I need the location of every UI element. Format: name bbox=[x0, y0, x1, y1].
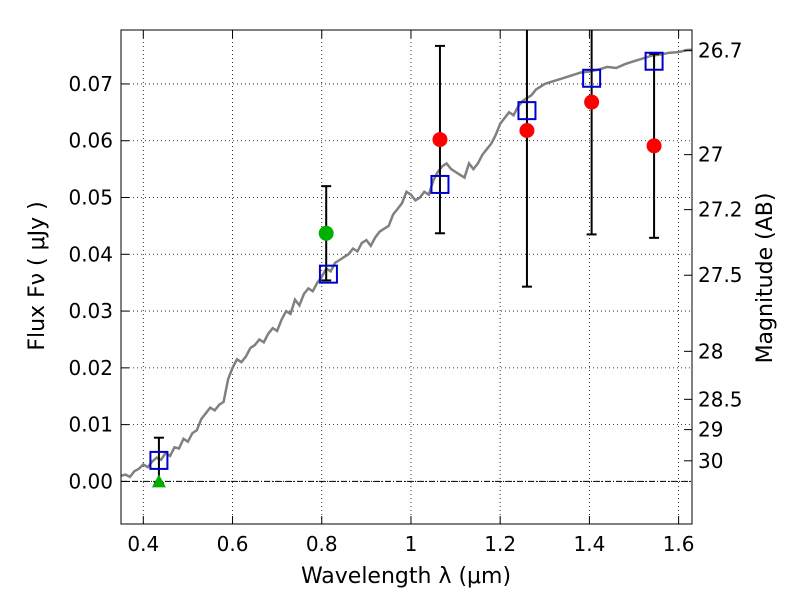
model-band-square bbox=[430, 174, 450, 194]
y-tick-label: 0.03 bbox=[68, 299, 113, 323]
x-tick-label: 0.6 bbox=[217, 532, 249, 556]
x-tick-label: 1 bbox=[405, 532, 418, 556]
right-axis-ticks: 26.7 27 27.2 27.5 28 28.5 29 30 bbox=[684, 39, 743, 473]
x-tick-label: 0.8 bbox=[306, 532, 338, 556]
y-tick-label: 0.01 bbox=[68, 413, 113, 437]
grid-lines bbox=[121, 30, 692, 524]
model-spectrum-line bbox=[120, 48, 692, 479]
model-band-square bbox=[517, 101, 537, 121]
right-axis-label: Magnitude (AB) bbox=[753, 193, 778, 364]
y-tick-label: 0.02 bbox=[68, 356, 113, 380]
observed-point-red bbox=[432, 132, 448, 148]
x-tick-label: 1.6 bbox=[663, 532, 695, 556]
right-tick-label: 27.5 bbox=[698, 263, 743, 287]
y-tick-label: 0.00 bbox=[68, 469, 113, 493]
x-axis-ticks: 0.4 0.6 0.8 1 1.2 1.4 1.6 bbox=[127, 30, 695, 556]
right-tick-label: 28 bbox=[698, 339, 723, 363]
x-axis-label: Wavelength λ (μm) bbox=[301, 564, 511, 589]
y-tick-label: 0.06 bbox=[68, 129, 113, 153]
right-tick-label: 29 bbox=[698, 418, 723, 442]
right-tick-label: 30 bbox=[698, 449, 723, 473]
observed-point-red bbox=[646, 138, 662, 154]
y-tick-label: 0.07 bbox=[68, 72, 113, 96]
y-tick-label: 0.05 bbox=[68, 186, 113, 210]
plot-frame bbox=[120, 29, 693, 525]
model-band-square bbox=[644, 51, 664, 71]
right-tick-label: 27.2 bbox=[698, 198, 743, 222]
model-band-square bbox=[149, 450, 169, 470]
right-tick-label: 27 bbox=[698, 143, 723, 167]
right-tick-label: 28.5 bbox=[698, 387, 743, 411]
observed-point-red bbox=[584, 94, 600, 110]
right-tick-label: 26.7 bbox=[698, 39, 743, 63]
observed-point-green bbox=[318, 225, 334, 241]
x-tick-label: 0.4 bbox=[127, 532, 159, 556]
upper-limit-triangle bbox=[151, 474, 166, 488]
model-band-square bbox=[582, 68, 602, 88]
y-axis-ticks: 0.00 0.01 0.02 0.03 0.04 0.05 0.06 0.07 bbox=[68, 72, 129, 493]
error-bars bbox=[153, 30, 660, 485]
y-tick-label: 0.04 bbox=[68, 242, 113, 266]
model-band-square bbox=[318, 264, 338, 284]
data-points bbox=[149, 51, 664, 488]
x-tick-label: 1.4 bbox=[573, 532, 605, 556]
x-tick-label: 1.2 bbox=[484, 532, 516, 556]
observed-point-red bbox=[519, 123, 535, 139]
y-axis-label: Flux Fν ( μJy ) bbox=[25, 201, 50, 350]
